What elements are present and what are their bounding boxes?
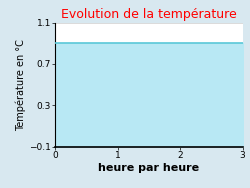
Y-axis label: Température en °C: Température en °C [16,39,26,130]
Title: Evolution de la température: Evolution de la température [61,8,236,21]
X-axis label: heure par heure: heure par heure [98,163,199,173]
